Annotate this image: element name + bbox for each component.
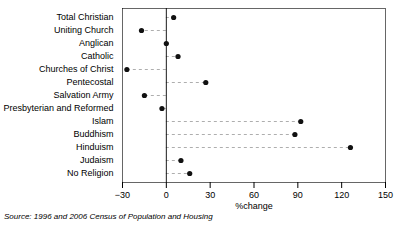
svg-text:Presbyterian and Reformed: Presbyterian and Reformed	[3, 103, 113, 113]
svg-text:No Religion: No Religion	[67, 168, 114, 178]
html-text:Source: 1996 and 2006 Census o: Source: 1996 and 2006 Census of Populati…	[4, 212, 213, 221]
svg-text:Churches of Christ: Churches of Christ	[39, 64, 114, 74]
svg-text:Judaism: Judaism	[80, 155, 114, 165]
svg-text:Buddhism: Buddhism	[73, 129, 113, 139]
svg-text:0: 0	[164, 190, 169, 200]
svg-text:30: 30	[205, 190, 215, 200]
svg-text:150: 150	[378, 190, 393, 200]
svg-text:Uniting Church: Uniting Church	[54, 25, 114, 35]
svg-text:−30: −30	[115, 190, 130, 200]
svg-text:Catholic: Catholic	[81, 51, 114, 61]
svg-text:120: 120	[334, 190, 349, 200]
svg-text:Anglican: Anglican	[79, 38, 114, 48]
svg-text:90: 90	[293, 190, 303, 200]
svg-text:Islam: Islam	[92, 116, 114, 126]
svg-text:Total Christian: Total Christian	[56, 12, 113, 22]
svg-text:%change: %change	[235, 201, 273, 211]
svg-text:Salvation Army: Salvation Army	[53, 90, 114, 100]
svg-text:Pentecostal: Pentecostal	[66, 77, 113, 87]
svg-text:Hinduism: Hinduism	[76, 142, 114, 152]
svg-text:60: 60	[249, 190, 259, 200]
